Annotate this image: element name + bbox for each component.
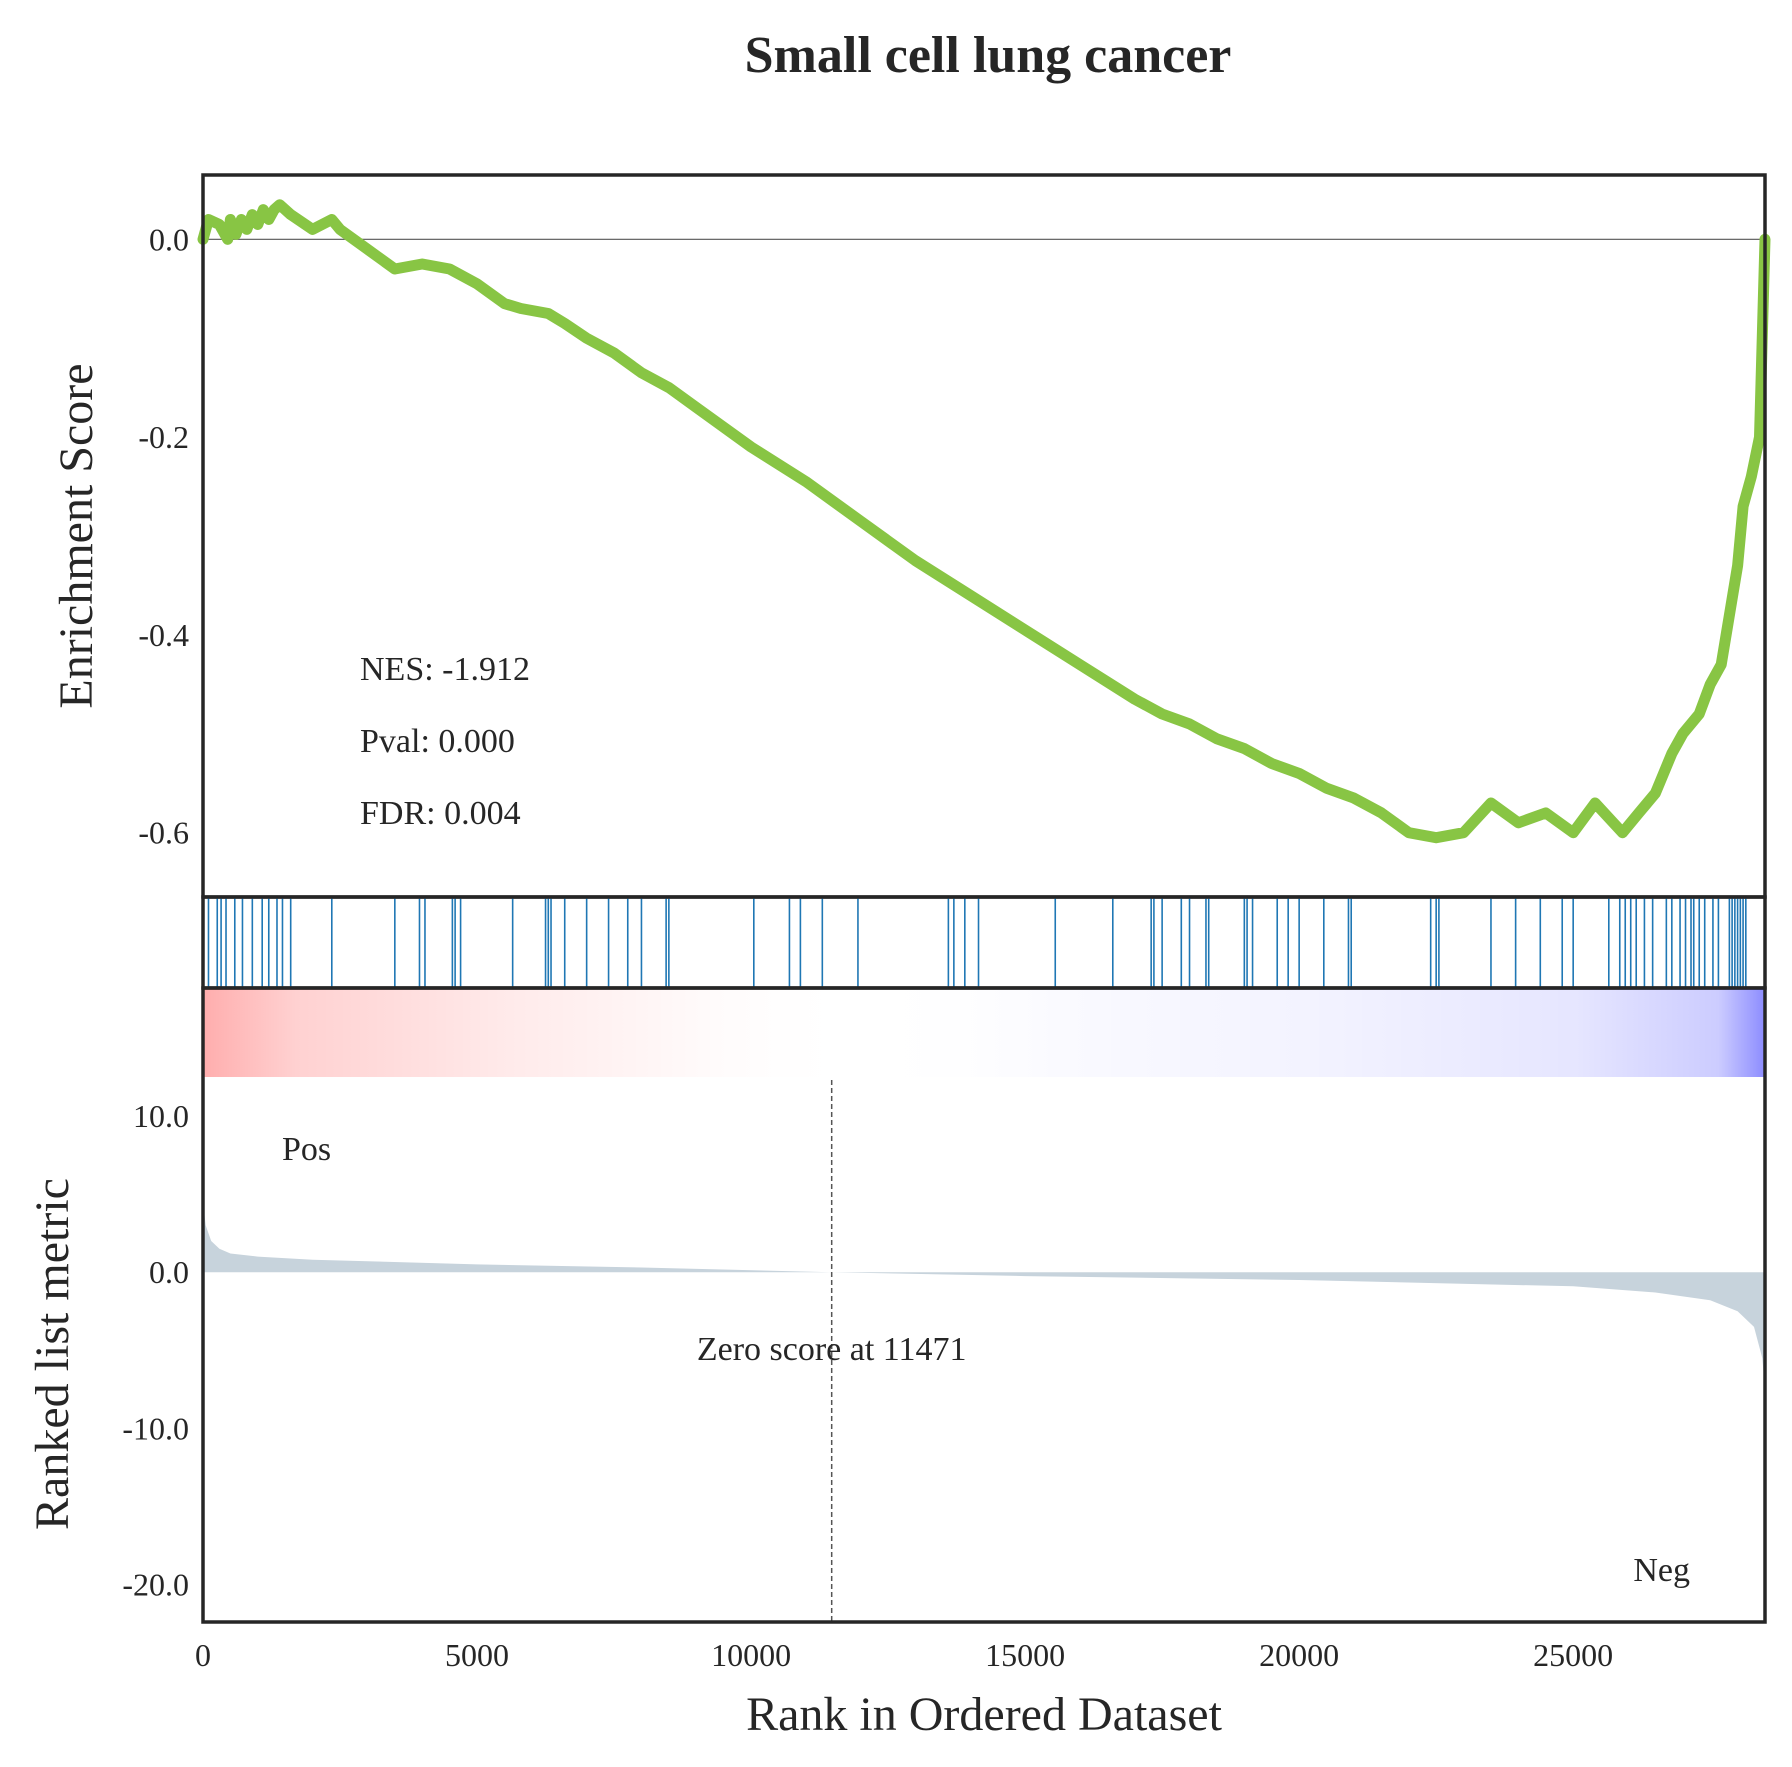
metric-ytick-label: -20.0	[122, 1567, 189, 1603]
metric-x-ticks: 0 5000 10000 15000 20000 25000	[195, 1637, 1613, 1673]
es-y-ticks: 0.0 -0.2 -0.4 -0.6	[138, 221, 189, 850]
fdr-label: FDR: 0.004	[360, 795, 521, 832]
neg-label: Neg	[1633, 1552, 1690, 1589]
rank-colorbar	[203, 988, 1765, 1077]
es-ytick-label: 0.0	[149, 221, 189, 257]
x-tick-label: 0	[195, 1637, 211, 1673]
metric-ytick-label: -10.0	[122, 1410, 189, 1446]
metric-y-ticks: 10.0 0.0 -10.0 -20.0	[122, 1098, 189, 1602]
metric-ytick-label: 10.0	[133, 1098, 189, 1134]
enrichment-score-panel: 0.0-0.2-0.4-0.6 NES: -1.912 Pval: 0.000 …	[50, 173, 1771, 899]
pos-label: Pos	[282, 1131, 331, 1168]
zero-cross-label: Zero score at 11471	[697, 1331, 967, 1368]
nes-label: NES: -1.912	[360, 651, 530, 688]
x-tick-label: 20000	[1259, 1637, 1339, 1673]
x-tick-label: 25000	[1533, 1637, 1613, 1673]
x-tick-label: 5000	[445, 1637, 509, 1673]
hits-frame	[201, 895, 1767, 990]
metric-area	[203, 1201, 1765, 1390]
metric-ytick-label: 0.0	[149, 1254, 189, 1290]
x-axis-label: Rank in Ordered Dataset	[746, 1688, 1222, 1741]
es-ytick-label: -0.2	[138, 419, 189, 455]
es-ytick-label: -0.6	[138, 815, 189, 851]
chart-title: Small cell lung cancer	[745, 27, 1232, 84]
hits-panel	[201, 895, 1767, 990]
pval-label: Pval: 0.000	[360, 723, 515, 760]
x-tick-label: 15000	[985, 1637, 1065, 1673]
es-curve	[197, 199, 1771, 844]
x-tick-label: 10000	[711, 1637, 791, 1673]
es-frame	[201, 173, 1767, 899]
metric-ylabel: Ranked list metric	[26, 1178, 79, 1530]
gene-hits	[207, 897, 1747, 988]
es-ylabel: Enrichment Score	[50, 363, 103, 708]
ranked-metric-panel: Zero score at 11471 Pos Neg 10.0 0.0 -10.0…	[26, 986, 1767, 1741]
es-ytick-label: -0.4	[138, 617, 189, 653]
metric-frame	[201, 986, 1767, 1624]
